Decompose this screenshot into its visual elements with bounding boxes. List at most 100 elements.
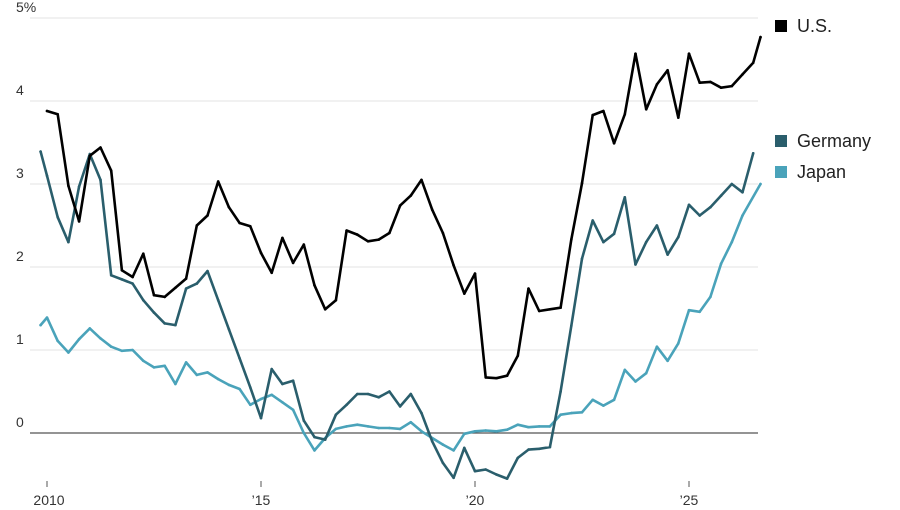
data-point: [548, 308, 552, 311]
data-point: [323, 438, 327, 441]
data-point: [741, 191, 744, 194]
data-point: [634, 52, 637, 55]
grid-lines: [30, 17, 758, 434]
data-point: [602, 240, 605, 244]
data-point: [505, 428, 509, 432]
data-point: [216, 377, 220, 381]
data-point: [677, 342, 680, 345]
data-point: [109, 169, 113, 172]
data-point: [291, 408, 295, 412]
data-point: [334, 298, 338, 302]
data-point: [206, 214, 209, 217]
data-point: [623, 368, 627, 372]
data-point: [377, 238, 381, 241]
data-point: [281, 236, 284, 240]
data-point: [527, 425, 530, 429]
data-point: [463, 432, 466, 436]
data-point: [366, 240, 370, 243]
data-point: [751, 152, 755, 155]
data-point: [174, 382, 177, 386]
data-point: [420, 430, 423, 433]
data-point: [666, 69, 669, 72]
data-point: [345, 229, 348, 232]
data-point: [281, 401, 284, 404]
y-axis-labels: 5% 4 3 2 1 0: [16, 0, 36, 430]
data-point: [537, 309, 541, 313]
data-point: [152, 293, 156, 297]
data-point: [559, 306, 562, 310]
data-point: [323, 308, 327, 311]
data-point: [259, 416, 263, 420]
data-point: [388, 426, 391, 430]
data-point: [473, 430, 477, 433]
x-tick-label: ’25: [680, 492, 699, 508]
data-point: [473, 469, 477, 473]
data-point: [452, 264, 455, 267]
data-point: [120, 349, 124, 353]
x-tick-label: ’20: [466, 492, 485, 508]
series-lines: [39, 35, 762, 480]
data-point: [77, 185, 81, 188]
data-point: [56, 113, 59, 116]
data-point: [313, 435, 316, 439]
data-point: [495, 430, 498, 433]
x-tick-label: 2010: [33, 492, 64, 508]
data-point: [302, 243, 306, 246]
data-point: [313, 284, 316, 287]
data-point: [409, 194, 413, 197]
data-point: [537, 447, 541, 451]
data-point: [45, 109, 49, 113]
data-point: [687, 308, 691, 312]
data-point: [291, 261, 295, 265]
data-point: [527, 287, 530, 290]
data-point: [270, 393, 274, 397]
data-point: [174, 323, 177, 327]
data-point: [452, 476, 455, 480]
y-tick-label: 3: [16, 165, 24, 181]
data-point: [56, 215, 59, 219]
data-point: [88, 327, 92, 330]
y-tick-label: 2: [16, 248, 24, 264]
data-point: [495, 376, 498, 380]
data-point: [409, 420, 413, 424]
data-point: [591, 398, 594, 402]
data-point: [623, 196, 627, 199]
data-point: [398, 405, 402, 408]
data-point: [313, 449, 316, 452]
data-point: [548, 425, 552, 428]
data-point: [270, 271, 274, 275]
data-point: [559, 413, 562, 417]
data-point: [441, 231, 445, 235]
data-point: [356, 392, 359, 396]
y-tick-label: 0: [16, 414, 24, 430]
data-point: [719, 262, 723, 266]
data-point: [634, 263, 637, 266]
data-point: [537, 425, 541, 428]
data-point: [719, 194, 723, 197]
series-line-japan: [39, 182, 762, 452]
data-point: [655, 83, 659, 86]
data-point: [730, 240, 734, 244]
data-point: [77, 220, 81, 223]
data-point: [142, 359, 145, 363]
data-point: [709, 80, 712, 84]
data-point: [591, 219, 594, 222]
data-point: [570, 411, 573, 415]
data-point: [131, 348, 134, 352]
data-point: [698, 310, 701, 314]
data-point: [709, 295, 712, 299]
data-point: [730, 182, 734, 186]
data-point: [142, 298, 145, 302]
data-point: [741, 73, 744, 76]
data-point: [56, 339, 59, 343]
data-point: [99, 178, 102, 182]
data-point: [227, 383, 231, 387]
data-point: [356, 423, 359, 427]
data-point: [184, 361, 188, 364]
data-point: [602, 404, 605, 407]
data-point: [388, 390, 391, 393]
data-point: [759, 35, 762, 39]
data-point: [67, 184, 70, 187]
data-point: [152, 311, 156, 314]
data-point: [366, 392, 370, 396]
